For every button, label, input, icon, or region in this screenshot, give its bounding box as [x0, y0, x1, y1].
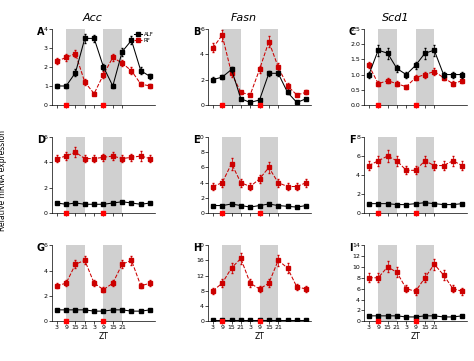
Text: Scd1: Scd1	[382, 13, 410, 23]
Bar	[416, 29, 434, 105]
Bar	[66, 137, 85, 213]
Text: G: G	[37, 243, 45, 253]
Text: A: A	[37, 27, 44, 36]
Bar	[222, 137, 241, 213]
X-axis label: ZT: ZT	[410, 332, 420, 341]
Bar	[416, 137, 434, 213]
Text: C: C	[349, 27, 356, 36]
Bar	[378, 137, 397, 213]
Text: B: B	[193, 27, 200, 36]
Text: Fasn: Fasn	[231, 13, 257, 23]
Bar	[259, 29, 278, 105]
Bar	[103, 29, 122, 105]
Bar	[222, 29, 241, 105]
Bar	[103, 137, 122, 213]
Text: Relative mRNA expression: Relative mRNA expression	[0, 130, 7, 231]
Text: I: I	[349, 243, 352, 253]
Text: F: F	[349, 135, 356, 145]
Bar	[66, 29, 85, 105]
Bar	[378, 29, 397, 105]
Text: D: D	[37, 135, 45, 145]
Text: Acc: Acc	[82, 13, 102, 23]
Legend: ALF, RF: ALF, RF	[133, 32, 154, 44]
Text: E: E	[193, 135, 200, 145]
Text: H: H	[193, 243, 201, 253]
Bar	[103, 245, 122, 321]
Bar	[416, 245, 434, 321]
Bar	[259, 137, 278, 213]
Bar	[66, 245, 85, 321]
X-axis label: ZT: ZT	[255, 332, 264, 341]
Bar	[259, 245, 278, 321]
X-axis label: ZT: ZT	[99, 332, 109, 341]
Bar	[378, 245, 397, 321]
Bar	[222, 245, 241, 321]
